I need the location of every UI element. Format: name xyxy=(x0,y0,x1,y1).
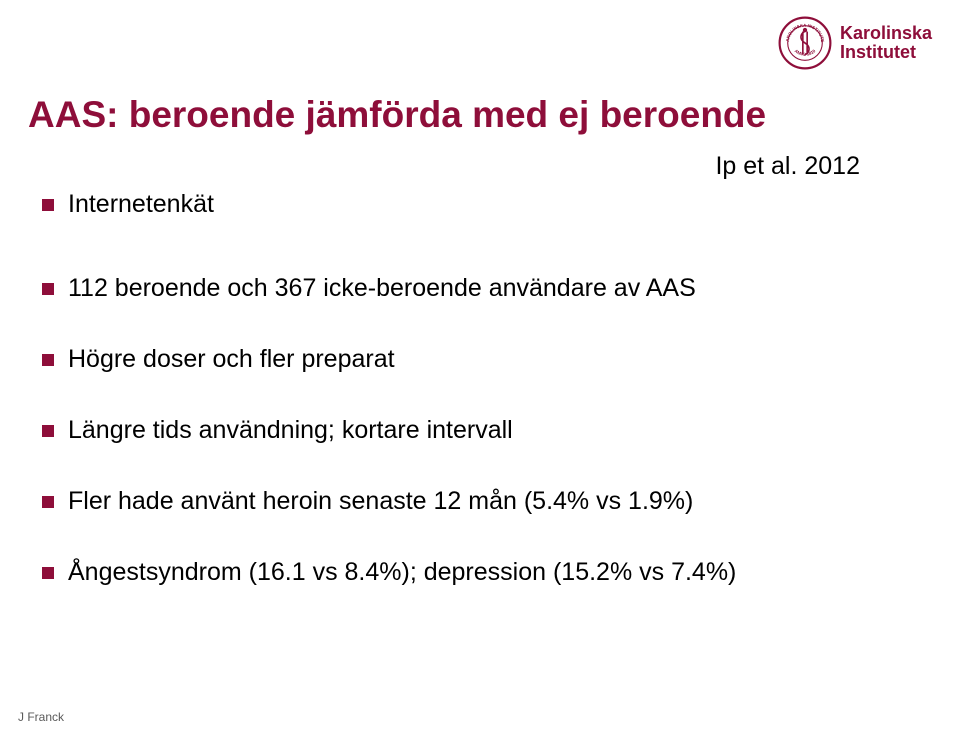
bullet-icon xyxy=(42,283,54,295)
brand-line2: Institutet xyxy=(840,43,932,62)
brand-wordmark: Karolinska Institutet xyxy=(840,24,932,62)
list-item: 112 beroende och 367 icke-beroende använ… xyxy=(42,274,736,303)
list-item: Fler hade använt heroin senaste 12 mån (… xyxy=(42,487,736,516)
bullet-icon xyxy=(42,496,54,508)
footer-author: J Franck xyxy=(18,710,64,724)
citation: Ip et al. 2012 xyxy=(715,152,860,181)
bullet-icon xyxy=(42,354,54,366)
list-item-text: Internetenkät xyxy=(68,190,214,219)
list-item: Ångestsyndrom (16.1 vs 8.4%); depression… xyxy=(42,558,736,587)
karolinska-seal-icon: KAROLINSKA INSTITUTET ANNO 1810 xyxy=(778,16,832,70)
list-item: Högre doser och fler preparat xyxy=(42,345,736,374)
bullet-icon xyxy=(42,199,54,211)
list-item-text: Fler hade använt heroin senaste 12 mån (… xyxy=(68,487,693,516)
list-item-text: Högre doser och fler preparat xyxy=(68,345,395,374)
body-list: 112 beroende och 367 icke-beroende använ… xyxy=(42,274,736,629)
list-item-text: 112 beroende och 367 icke-beroende använ… xyxy=(68,274,696,303)
list-item: Internetenkät xyxy=(42,190,214,219)
list-item-text: Längre tids användning; kortare interval… xyxy=(68,416,513,445)
list-item-text: Ångestsyndrom (16.1 vs 8.4%); depression… xyxy=(68,558,736,587)
intro-list: Internetenkät xyxy=(42,190,214,261)
bullet-icon xyxy=(42,425,54,437)
bullet-icon xyxy=(42,567,54,579)
slide-title: AAS: beroende jämförda med ej beroende xyxy=(28,94,766,136)
brand-logo: KAROLINSKA INSTITUTET ANNO 1810 Karolins… xyxy=(778,16,932,70)
brand-line1: Karolinska xyxy=(840,24,932,43)
list-item: Längre tids användning; kortare interval… xyxy=(42,416,736,445)
